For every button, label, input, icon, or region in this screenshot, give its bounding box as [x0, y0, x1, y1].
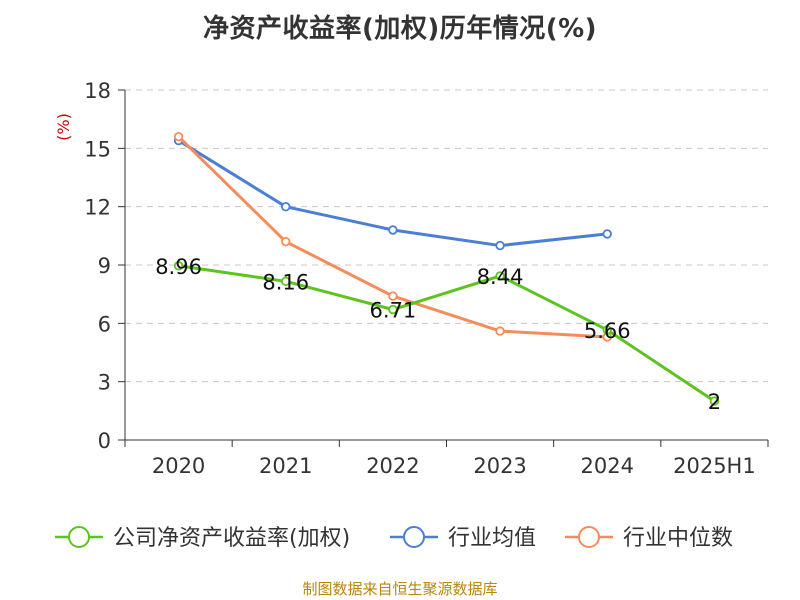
x-tick-label: 2024 [581, 454, 634, 478]
data-labels: 8.96 8.16 6.71 8.44 5.66 2 [155, 255, 721, 414]
data-point [602, 325, 612, 335]
x-tick-label: 2021 [259, 454, 312, 478]
legend-item-1[interactable]: 行业均值 [390, 526, 536, 551]
data-label: 5.66 [584, 319, 631, 343]
data-point [602, 229, 612, 239]
grid-lines [125, 89, 768, 383]
data-point [495, 326, 505, 336]
series-lines [173, 131, 720, 406]
data-point [281, 236, 291, 247]
legend-marker [403, 526, 425, 548]
y-tick-label: 18 [84, 79, 111, 103]
legend-label: 行业均值 [448, 526, 536, 551]
y-axis-label: (%) [54, 113, 73, 141]
data-label: 8.16 [262, 270, 309, 294]
data-point [388, 225, 398, 235]
legend-item-2[interactable]: 行业中位数 [565, 526, 733, 551]
footer-source: 制图数据来自恒生聚源数据库 [302, 580, 498, 598]
data-point [495, 271, 505, 281]
data-point [173, 131, 184, 142]
data-label: 6.71 [370, 299, 417, 323]
legend[interactable]: 公司净资产收益率(加权) 行业均值 行业中位数 [55, 526, 733, 551]
data-point [281, 276, 291, 287]
x-tick-label: 2023 [473, 454, 526, 478]
data-point [495, 240, 505, 251]
data-point [709, 396, 720, 406]
legend-label: 行业中位数 [623, 526, 733, 551]
legend-marker [68, 526, 90, 548]
y-tick-label: 6 [98, 312, 111, 336]
y-tick-label: 9 [98, 254, 111, 278]
data-point [173, 261, 184, 271]
legend-label: 公司净资产收益率(加权) [113, 526, 350, 551]
legend-marker [578, 526, 600, 548]
data-point [388, 291, 398, 301]
y-tick-label: 0 [98, 429, 111, 453]
x-tick-label: 2020 [152, 454, 205, 478]
data-label: 2 [708, 390, 721, 414]
y-tick-label: 12 [84, 196, 111, 220]
axes: 0 3 6 9 12 15 18 2020 2021 2022 2023 2024 2025H1 (%) [54, 79, 769, 478]
data-label: 8.96 [155, 255, 202, 279]
x-tick-label: 2025H1 [673, 454, 756, 478]
legend-item-0[interactable]: 公司净资产收益率(加权) [55, 526, 350, 551]
data-point [281, 201, 291, 212]
series-line-0 [178, 264, 716, 403]
y-tick-label: 15 [84, 137, 111, 161]
x-tick-label: 2022 [366, 454, 419, 478]
chart-title: 净资产收益率(加权)历年情况(%) [202, 14, 598, 44]
data-point [388, 304, 398, 315]
y-tick-label: 3 [98, 371, 111, 395]
data-label: 8.44 [477, 265, 524, 289]
